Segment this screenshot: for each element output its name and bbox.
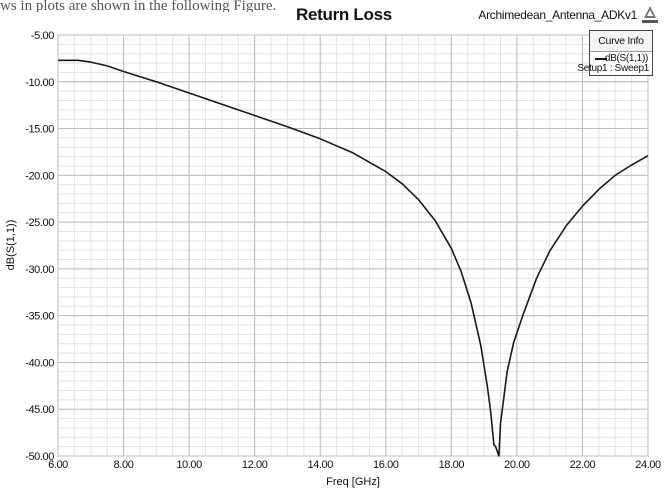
y-tick-label: -40.00 [25,357,54,369]
x-axis-ticks: 6.00 8.00 10.00 12.00 14.00 16.00 18.00 20.00 22… [48,459,661,471]
x-tick-label: 8.00 [114,459,134,471]
y-axis-ticks: -5.00 -10.00 -15.00 -20.00 -25.00 -30.00 -35.0… [25,30,54,463]
x-axis-label: Freq [GHz] [326,476,380,488]
y-tick-label: -50.00 [25,451,54,463]
x-tick-label: 24.00 [635,459,661,471]
legend-setup-name: Setup1 : Sweep1 [577,63,649,74]
x-tick-label: 20.00 [504,459,530,471]
x-tick-label: 14.00 [307,459,333,471]
x-tick-label: 22.00 [570,459,596,471]
y-tick-label: -10.00 [25,77,54,89]
y-tick-label: -45.00 [25,404,54,416]
y-tick-label: -30.00 [25,264,54,276]
chart-title: Return Loss [296,5,392,24]
legend-line-swatch [595,58,607,60]
y-tick-label: -15.00 [25,124,54,136]
x-tick-label: 18.00 [439,459,465,471]
legend-heading: Curve Info [590,31,652,52]
x-tick-label: 6.00 [48,459,68,471]
ansoft-logo-icon [642,6,658,23]
y-tick-label: -25.00 [25,217,54,229]
design-name: Archimedean_Antenna_ADKv1 [478,8,637,22]
y-tick-label: -5.00 [31,30,54,42]
curve-info-legend[interactable]: Curve Info dB(S(1,1)) Setup1 : Sweep1 [577,30,653,76]
series-layer [58,59,649,457]
y-axis-label: dB(S(1,1)) [5,220,17,271]
series-line-dB-S11 [58,59,649,457]
y-tick-label: -20.00 [25,170,54,182]
major-gridlines [57,34,649,457]
x-tick-label: 10.00 [176,459,202,471]
x-tick-label: 12.00 [242,459,268,471]
legend-series-name: dB(S(1,1)) [604,53,648,64]
page-caption: ws in plots are shown in the following F… [0,0,277,12]
y-tick-label: -35.00 [25,311,54,323]
x-tick-label: 16.00 [373,459,399,471]
